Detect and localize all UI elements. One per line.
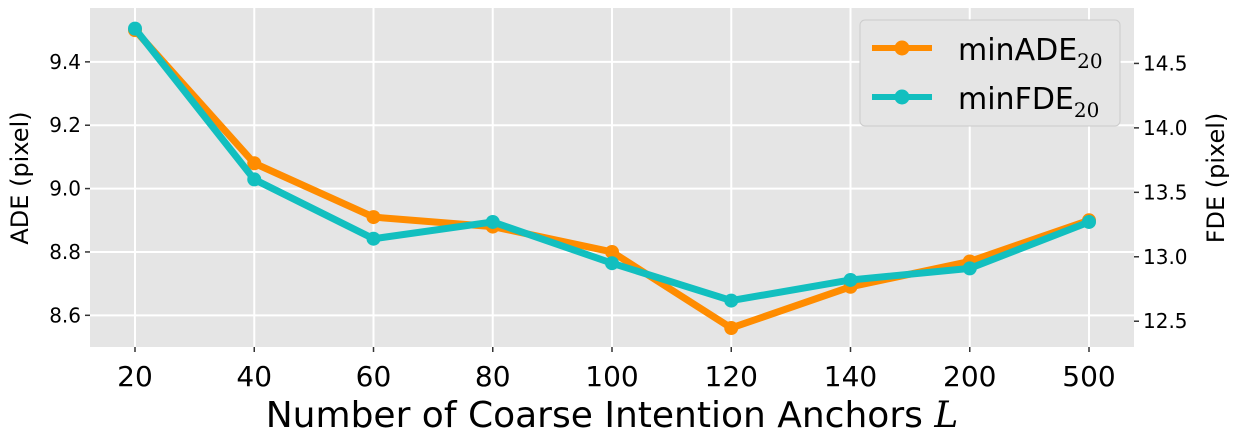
legend-marker-minfde (894, 89, 910, 105)
left-y-tick-label: 9.2 (49, 113, 81, 137)
left-y-axis-title: ADE (pixel) (6, 111, 34, 244)
right-y-tick-label: 14.5 (1143, 51, 1188, 75)
data-point-minfde (724, 293, 739, 308)
right-y-tick-label: 14.0 (1143, 116, 1188, 140)
data-point-minfde (485, 214, 500, 229)
x-axis-symbol: L (933, 395, 958, 436)
data-point-minade (605, 244, 619, 259)
x-axis-title: Number of Coarse Intention Anchors L (266, 395, 958, 436)
left-y-tick-label: 8.6 (49, 303, 81, 327)
left-y-tick-label: 9.4 (49, 50, 81, 74)
series-layer (128, 21, 1096, 335)
data-point-minfde (843, 272, 858, 287)
data-point-minfde (962, 261, 977, 276)
legend: minADE20 minFDE20 (859, 19, 1121, 127)
right-y-tick-label: 12.5 (1143, 309, 1188, 333)
data-point-minade (366, 210, 381, 225)
legend-label-minfde: minFDE20 (958, 82, 1099, 122)
x-axis-ticks: 20 40 60 80 100 120 140 200 500 (117, 347, 1116, 393)
x-tick-label: 60 (356, 360, 392, 393)
right-y-axis-ticks: 12.5 13.0 13.5 14.0 14.5 (1134, 51, 1188, 333)
x-tick-label: 100 (585, 360, 638, 393)
x-tick-label: 80 (475, 360, 511, 393)
data-point-minade (724, 320, 739, 335)
x-tick-label: 40 (236, 360, 272, 393)
x-tick-label: 140 (824, 360, 877, 393)
right-y-tick-label: 13.0 (1143, 245, 1188, 269)
data-point-minfde (605, 256, 619, 271)
data-point-minfde (366, 231, 381, 246)
data-point-minfde (128, 21, 142, 36)
x-tick-label: 120 (705, 360, 758, 393)
data-point-minfde (247, 172, 262, 187)
x-tick-label: 200 (943, 360, 996, 393)
x-tick-label: 20 (117, 360, 153, 393)
left-y-tick-label: 8.8 (49, 240, 81, 264)
data-point-minade (247, 156, 262, 171)
legend-marker-minade (894, 40, 910, 56)
data-point-minfde (1082, 214, 1096, 229)
left-y-tick-label: 9.0 (49, 177, 81, 201)
right-y-tick-label: 13.5 (1143, 180, 1188, 204)
x-tick-label: 500 (1062, 360, 1115, 393)
right-y-axis-title: FDE (pixel) (1202, 113, 1230, 244)
left-y-axis-ticks: 8.6 8.8 9.0 9.2 9.4 (49, 50, 90, 327)
legend-label-minade: minADE20 (958, 33, 1103, 73)
